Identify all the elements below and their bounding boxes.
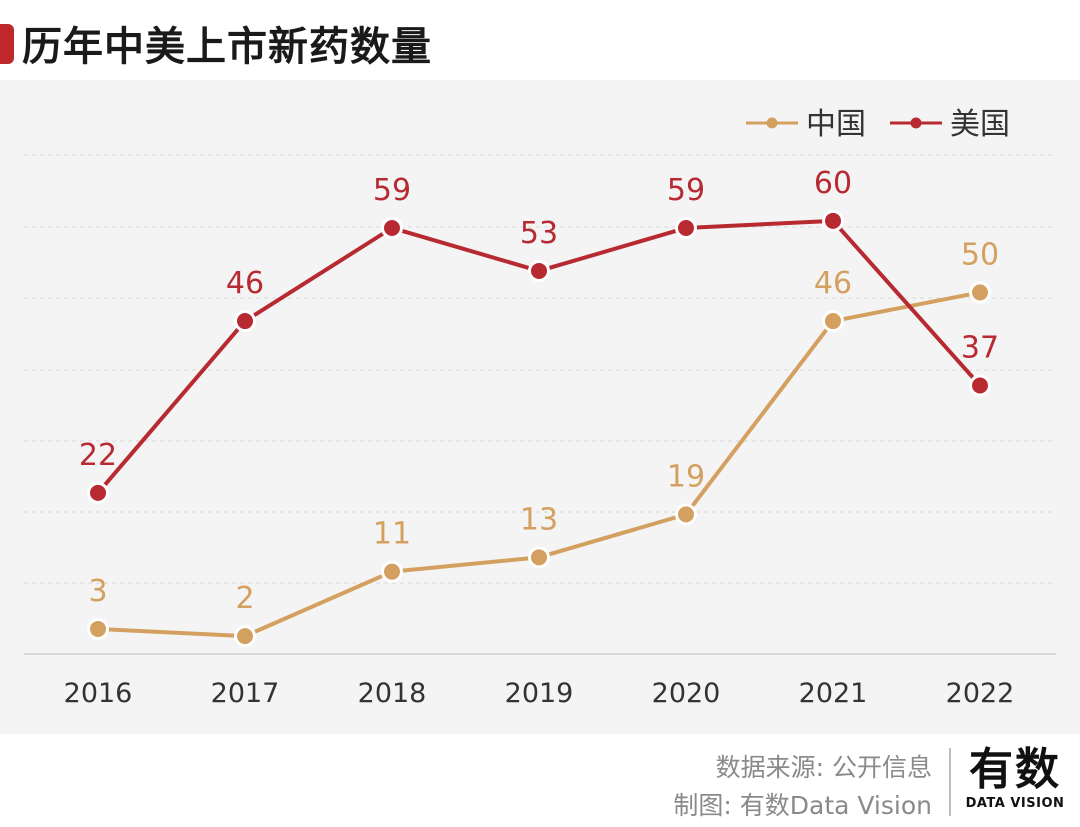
data-label-usa-2020: 59 <box>667 173 705 208</box>
data-point-china-2018 <box>381 560 403 583</box>
brand-name-en: DATA VISION <box>965 796 1065 811</box>
legend-label-usa: 美国 <box>950 107 1010 142</box>
data-point-usa-2022 <box>969 374 991 397</box>
data-label-china-2022: 50 <box>961 237 999 272</box>
data-point-china-2017 <box>234 625 256 648</box>
data-point-china-2021 <box>822 310 844 333</box>
legend-label-china: 中国 <box>806 107 866 142</box>
x-tick-label-2016: 2016 <box>64 678 133 709</box>
data-label-china-2017: 2 <box>235 581 254 616</box>
title-bar: 历年中美上市新药数量 <box>0 0 1080 80</box>
data-label-usa-2021: 60 <box>814 166 852 201</box>
data-label-usa-2018: 59 <box>373 173 411 208</box>
x-tick-label-2021: 2021 <box>799 678 868 709</box>
data-point-china-2020 <box>675 503 697 526</box>
brand-name-cn: 有数 <box>969 744 1061 795</box>
data-label-usa-2022: 37 <box>961 331 999 366</box>
legend-marker-china <box>766 117 778 129</box>
data-label-china-2018: 11 <box>373 517 411 552</box>
data-point-usa-2019 <box>528 259 550 282</box>
line-chart: 2016 2017 2018 2019 2020 2021 2022 3 2 11 13 19 46 50… <box>24 107 1056 709</box>
x-tick-label-2017: 2017 <box>211 678 280 709</box>
data-label-china-2019: 13 <box>520 502 558 537</box>
data-point-china-2022 <box>969 281 991 304</box>
data-point-china-2019 <box>528 546 550 569</box>
legend-marker-usa <box>910 117 922 129</box>
data-label-usa-2019: 53 <box>520 216 558 251</box>
data-point-china-2016 <box>87 617 109 640</box>
data-label-china-2020: 19 <box>667 459 705 494</box>
chart-title: 历年中美上市新药数量 <box>22 24 432 70</box>
x-tick-label-2019: 2019 <box>505 678 574 709</box>
data-label-china-2021: 46 <box>814 266 852 301</box>
x-tick-label-2022: 2022 <box>946 678 1015 709</box>
data-label-usa-2017: 46 <box>226 266 264 301</box>
x-tick-label-2020: 2020 <box>652 678 721 709</box>
chart-credit-text: 制图: 有数Data Vision <box>673 791 932 820</box>
chart-background <box>0 80 1080 734</box>
data-point-usa-2020 <box>675 216 697 239</box>
series-line-china <box>97 290 981 639</box>
title-accent-mark <box>0 24 14 64</box>
x-tick-label-2018: 2018 <box>358 678 427 709</box>
data-point-usa-2018 <box>381 216 403 239</box>
data-point-usa-2016 <box>87 481 109 504</box>
brand-logo: 有数 DATA VISION <box>960 744 1070 820</box>
footer-divider <box>949 748 951 816</box>
data-label-china-2016: 3 <box>88 574 107 609</box>
data-point-usa-2017 <box>234 310 256 333</box>
data-source-text: 数据来源: 公开信息 <box>715 753 932 782</box>
data-label-usa-2016: 22 <box>79 438 117 473</box>
data-point-usa-2021 <box>822 209 844 232</box>
